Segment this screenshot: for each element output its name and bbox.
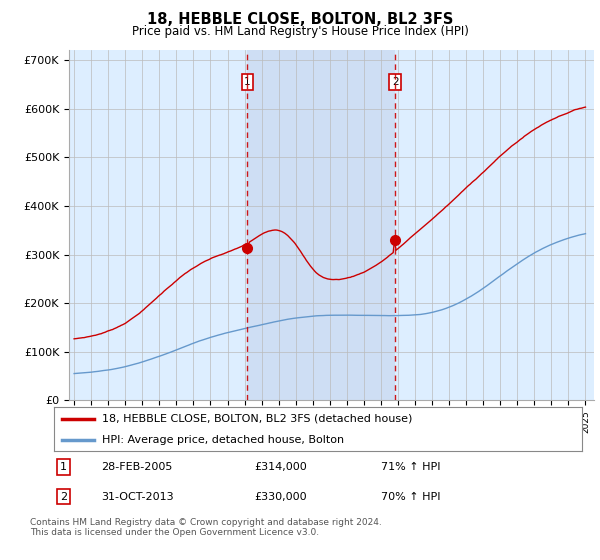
Text: Price paid vs. HM Land Registry's House Price Index (HPI): Price paid vs. HM Land Registry's House …	[131, 25, 469, 38]
Text: Contains HM Land Registry data © Crown copyright and database right 2024.
This d: Contains HM Land Registry data © Crown c…	[30, 518, 382, 538]
Text: 70% ↑ HPI: 70% ↑ HPI	[382, 492, 441, 502]
Text: £314,000: £314,000	[254, 462, 307, 472]
Text: 18, HEBBLE CLOSE, BOLTON, BL2 3FS: 18, HEBBLE CLOSE, BOLTON, BL2 3FS	[147, 12, 453, 27]
Text: HPI: Average price, detached house, Bolton: HPI: Average price, detached house, Bolt…	[101, 435, 344, 445]
Text: 28-FEB-2005: 28-FEB-2005	[101, 462, 173, 472]
Text: 1: 1	[244, 77, 251, 87]
Text: £330,000: £330,000	[254, 492, 307, 502]
Text: 1: 1	[60, 462, 67, 472]
Text: 2: 2	[392, 77, 398, 87]
Text: 31-OCT-2013: 31-OCT-2013	[101, 492, 174, 502]
Bar	[247, 50, 395, 400]
Text: 2: 2	[60, 492, 67, 502]
Text: 71% ↑ HPI: 71% ↑ HPI	[382, 462, 441, 472]
Text: 18, HEBBLE CLOSE, BOLTON, BL2 3FS (detached house): 18, HEBBLE CLOSE, BOLTON, BL2 3FS (detac…	[101, 414, 412, 424]
